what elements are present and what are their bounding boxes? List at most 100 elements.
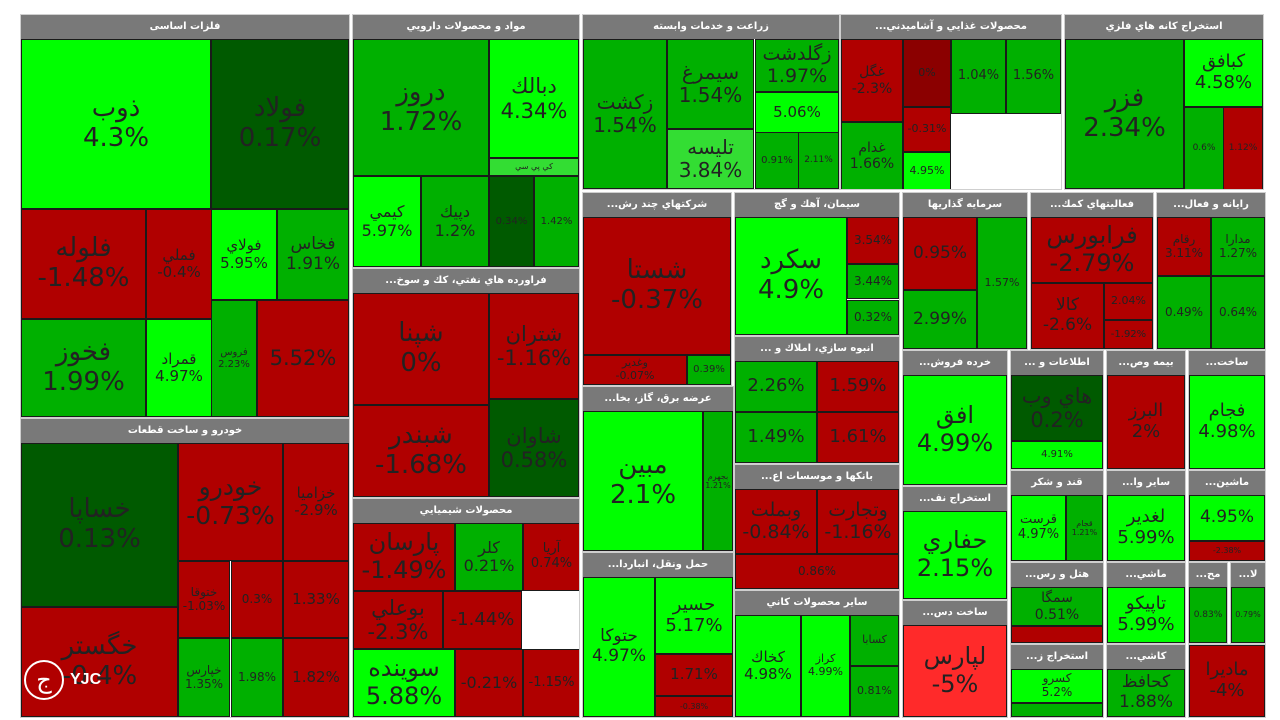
stock-tile[interactable]: 1.82% [283, 638, 349, 717]
stock-tile[interactable]: 1.56% [1006, 39, 1061, 114]
stock-tile[interactable]: سيمرغ 1.54% [667, 39, 754, 129]
stock-tile[interactable]: 1.57% [977, 217, 1027, 349]
stock-tile[interactable]: فروس 2.23% [211, 300, 257, 417]
stock-tile[interactable]: غدام 1.66% [841, 122, 903, 189]
stock-tile[interactable]: رقام 3.11% [1157, 217, 1211, 276]
stock-tile[interactable]: ختوقا -1.03% [178, 561, 230, 638]
stock-tile[interactable]: لپارس -5% [903, 625, 1007, 717]
stock-tile[interactable]: 2.26% [735, 361, 817, 412]
stock-tile[interactable]: 1.98% [231, 638, 283, 717]
stock-tile[interactable]: -0.21% [455, 649, 523, 717]
stock-tile[interactable]: خودرو -0.73% [178, 443, 283, 561]
stock-tile[interactable]: كحافظ 1.88% [1107, 669, 1185, 717]
stock-tile[interactable]: ماديرا -4% [1189, 645, 1265, 717]
stock-tile[interactable]: كسرو 5.2% [1011, 669, 1103, 703]
stock-tile[interactable]: فخاس 1.91% [277, 209, 349, 300]
sector-s3[interactable]: زراعت و خدمات وابسته زكشت 1.54% سيمرغ 1.54% ز… [582, 14, 840, 190]
stock-tile[interactable]: 0% [903, 39, 951, 107]
stock-tile[interactable]: 0.49% [1157, 276, 1211, 349]
stock-tile[interactable]: 0.91% [755, 132, 799, 189]
stock-tile[interactable]: فجام 4.98% [1189, 375, 1265, 469]
sector-s15[interactable]: اطلاعات و ... هاي وب 0.2% 4.91% [1010, 350, 1104, 470]
stock-tile[interactable]: وتجارت -1.16% [817, 489, 899, 554]
stock-tile[interactable]: كخاك 4.98% [735, 615, 801, 717]
stock-tile[interactable]: سوينده 5.88% [353, 649, 455, 717]
stock-tile[interactable]: 0.83% [1189, 587, 1227, 643]
stock-tile[interactable]: مدارا 1.27% [1211, 217, 1265, 276]
stock-tile[interactable]: 4.95% [1189, 495, 1265, 541]
stock-tile[interactable]: فرابورس -2.79% [1031, 217, 1153, 283]
stock-tile[interactable]: شپنا 0% [353, 293, 489, 405]
stock-tile[interactable]: -0.31% [903, 107, 951, 152]
sector-s17[interactable]: ساخت... فجام 4.98% [1188, 350, 1266, 470]
sector-s13[interactable]: انبوه سازي، املاك و ... 2.26% 1.49% 1.59% 1.… [734, 336, 900, 464]
stock-tile[interactable]: 0.3% [231, 561, 283, 638]
stock-tile[interactable]: 0.64% [1211, 276, 1265, 349]
sector-s24[interactable]: حمل ونقل، انباردا... حتوكا 4.97% حسير 5.17% 1… [582, 552, 734, 718]
sector-s31[interactable]: خودرو و ساخت قطعات خساپا 0.13% خودرو -0.73% خ… [20, 418, 350, 718]
stock-tile[interactable]: فخوز 1.99% [21, 319, 146, 417]
stock-tile[interactable]: كراز 4.99% [801, 615, 850, 717]
stock-tile[interactable]: افق 4.99% [903, 375, 1007, 485]
stock-tile[interactable]: شاوان 0.58% [489, 399, 579, 497]
sector-s1[interactable]: فلزات اساسی ذوب 4.3% فولاد 0.17% فلوله -1.48% ف… [20, 14, 350, 418]
sector-s23[interactable]: محصولات شيميايي پارسان -1.49% كلر 0.21% آريا 0… [352, 498, 580, 718]
stock-tile[interactable]: 0.34% [489, 176, 534, 267]
stock-tile[interactable]: وبملت -0.84% [735, 489, 817, 554]
sector-s22[interactable]: ماشين... 4.95% -2.38% [1188, 470, 1266, 562]
stock-tile[interactable]: لغدير 5.99% [1107, 495, 1185, 561]
stock-tile[interactable]: 0.95% [903, 217, 977, 290]
stock-tile[interactable]: زگلدشت 1.97% [755, 39, 839, 92]
stock-tile[interactable]: -0.38% [655, 696, 733, 717]
stock-tile[interactable]: ذوب 4.3% [21, 39, 211, 209]
sector-s29[interactable]: استخراج ز... كسرو 5.2% [1010, 644, 1104, 718]
stock-tile[interactable]: فزر 2.34% [1065, 39, 1184, 189]
sector-s8[interactable]: سرمايه گذاريها 0.95% 2.99% 1.57% [902, 192, 1028, 350]
sector-s2[interactable]: مواد و محصولات دارويي دروز 1.72% دبالك 4.34%… [352, 14, 580, 268]
stock-tile[interactable]: 0.32% [847, 300, 899, 335]
stock-tile[interactable]: بوعلي -2.3% [353, 591, 443, 649]
stock-tile[interactable]: هاي وب 0.2% [1011, 375, 1103, 441]
stock-tile[interactable]: كي پي سي [489, 158, 579, 176]
stock-tile[interactable]: فلوله -1.48% [21, 209, 146, 319]
stock-tile[interactable]: فولاي 5.95% [211, 209, 277, 300]
sector-s6[interactable]: شرکتهاي چند رش... شستا -0.37% وغدير -0.07% 0.… [582, 192, 732, 386]
stock-tile[interactable]: 0.6% [1184, 107, 1224, 189]
stock-tile[interactable]: حفاري 2.15% [903, 511, 1007, 599]
sector-s27[interactable]: هتل و رس... سمگا 0.51% [1010, 562, 1104, 644]
sector-s14[interactable]: خرده فروش... افق 4.99% [902, 350, 1008, 486]
stock-tile[interactable]: قرست 4.97% [1011, 495, 1066, 561]
stock-tile[interactable]: 1.04% [951, 39, 1006, 114]
stock-tile[interactable]: شستا -0.37% [583, 217, 731, 355]
stock-tile[interactable]: شبندر -1.68% [353, 405, 489, 497]
stock-tile[interactable]: آريا 0.74% [523, 523, 579, 591]
stock-tile[interactable]: حسير 5.17% [655, 577, 733, 654]
stock-tile[interactable]: 2.99% [903, 290, 977, 349]
stock-tile[interactable]: كبافق 4.58% [1184, 39, 1263, 107]
stock-tile[interactable]: 1.33% [283, 561, 349, 638]
stock-tile[interactable]: -1.92% [1104, 320, 1153, 349]
stock-tile[interactable]: سمگا 0.51% [1011, 587, 1103, 626]
stock-tile[interactable]: دبالك 4.34% [489, 39, 579, 158]
sector-s5[interactable]: استخراج کانه هاي فلزي فزر 2.34% كبافق 4.58% 0… [1064, 14, 1264, 190]
stock-tile[interactable]: 5.06% [755, 92, 839, 133]
sector-s30[interactable]: كاشي... كحافظ 1.88% [1106, 644, 1186, 718]
sector-s12[interactable]: عرضه برق، گاز، بخا... مبين 2.1% بجهرم 1.21% [582, 386, 734, 552]
stock-tile[interactable]: 1.42% [534, 176, 579, 267]
sector-s34[interactable]: ماديرا -4% [1188, 644, 1266, 718]
stock-tile[interactable]: مبين 2.1% [583, 411, 703, 551]
stock-tile[interactable]: قجام 1.21% [1066, 495, 1103, 561]
stock-tile[interactable]: 1.59% [817, 361, 899, 412]
stock-tile[interactable]: كيمي 5.97% [353, 176, 421, 267]
sector-s4[interactable]: محصولات غذايي و آشاميدني... غگل -2.3% 0% غدا… [840, 14, 1062, 190]
stock-tile[interactable]: غگل -2.3% [841, 39, 903, 122]
stock-tile[interactable]: 2.11% [798, 132, 839, 189]
sector-s33[interactable]: لا... 0.79% [1230, 562, 1266, 644]
stock-tile[interactable]: خساپا 0.13% [21, 443, 178, 607]
sector-s28[interactable]: ماشي... تاپيكو 5.99% [1106, 562, 1186, 644]
stock-tile[interactable]: -1.15% [523, 649, 579, 717]
stock-tile[interactable]: كلر 0.21% [455, 523, 523, 591]
stock-tile[interactable]: 5.52% [257, 300, 349, 417]
sector-s20[interactable]: قند و شكر قرست 4.97% قجام 1.21% [1010, 470, 1104, 562]
stock-tile[interactable]: 0.39% [687, 355, 731, 385]
